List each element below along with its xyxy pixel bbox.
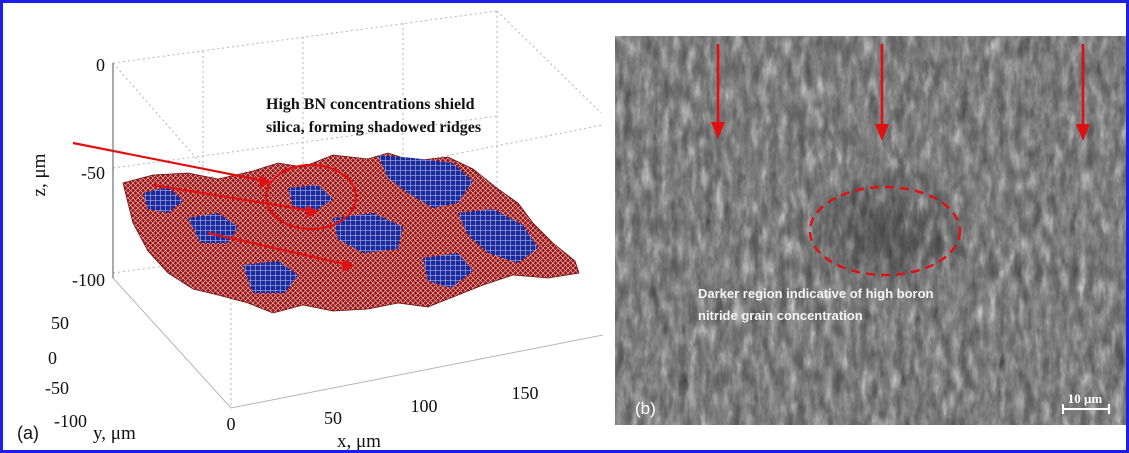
z-tick-label: -50 [81, 163, 105, 183]
surface-blue-region [143, 187, 183, 213]
sem-annotation-line-1: Darker region indicative of high boron [698, 286, 934, 301]
surface-plot-panel: 0 -50 -100 z, μm 50 0 -50 -100 y, μm 0 5… [3, 3, 614, 450]
pointer-arrow [207, 231, 350, 267]
y-tick-label: 50 [51, 313, 69, 333]
surface-mesh [122, 152, 580, 314]
sem-annotation-line-2: nitride grain concentration [698, 308, 863, 323]
y-axis: 50 0 -50 -100 y, μm [45, 313, 136, 444]
surface-plot: 0 -50 -100 z, μm 50 0 -50 -100 y, μm 0 5… [17, 10, 614, 450]
z-axis: 0 -50 -100 z, μm [29, 55, 114, 290]
x-tick-label: 100 [411, 396, 438, 416]
pointer-arrow [72, 141, 266, 183]
z-tick-label: -100 [72, 270, 105, 290]
surface-blue-region [288, 185, 333, 211]
pointer-arrowhead [342, 259, 355, 272]
surface-blue-region [458, 209, 538, 263]
sem-highlight-ellipse [808, 185, 962, 277]
sem-image-panel: Darker region indicative of high boron n… [615, 36, 1126, 425]
x-tick-label: 0 [227, 414, 236, 434]
x-axis-title: x, μm [337, 431, 381, 450]
z-tick-label: 0 [96, 55, 105, 75]
surface-blue-region [378, 155, 473, 208]
pointer-arrowhead [259, 175, 271, 188]
sem-micrograph: Darker region indicative of high boron n… [615, 36, 1126, 425]
surface-blue-region [243, 261, 298, 293]
y-tick-label: 0 [48, 348, 57, 368]
z-axis-title: z, μm [29, 153, 50, 196]
sem-arrowhead [711, 122, 725, 139]
sem-arrowhead [875, 124, 889, 141]
sem-arrows [711, 44, 1090, 141]
y-axis-title: y, μm [93, 423, 136, 444]
x-axis: 0 50 100 150 x, μm [227, 383, 539, 450]
scale-bar: 10 μm [1062, 391, 1110, 414]
x-tick-label: 50 [324, 408, 342, 428]
y-tick-label: -50 [45, 378, 69, 398]
pointer-arrow [152, 183, 314, 213]
surface-blue-region [188, 213, 238, 243]
highlight-marks [72, 141, 358, 272]
y-tick-label: -100 [54, 411, 87, 431]
x-tick-label: 150 [512, 383, 539, 403]
surface-blue-region [333, 213, 403, 253]
surface-blue-region [423, 253, 473, 288]
annotation-line-2: silica, forming shadowed ridges [266, 119, 481, 136]
panel-label-a: (a) [17, 423, 39, 443]
scale-bar-label: 10 μm [1068, 391, 1103, 406]
pointer-arrowhead [306, 205, 319, 218]
highlight-circle [264, 163, 358, 231]
annotation-line-1: High BN concentrations shield [266, 96, 475, 113]
sem-arrowhead [1076, 124, 1090, 141]
panel-label-b: (b) [635, 399, 656, 418]
